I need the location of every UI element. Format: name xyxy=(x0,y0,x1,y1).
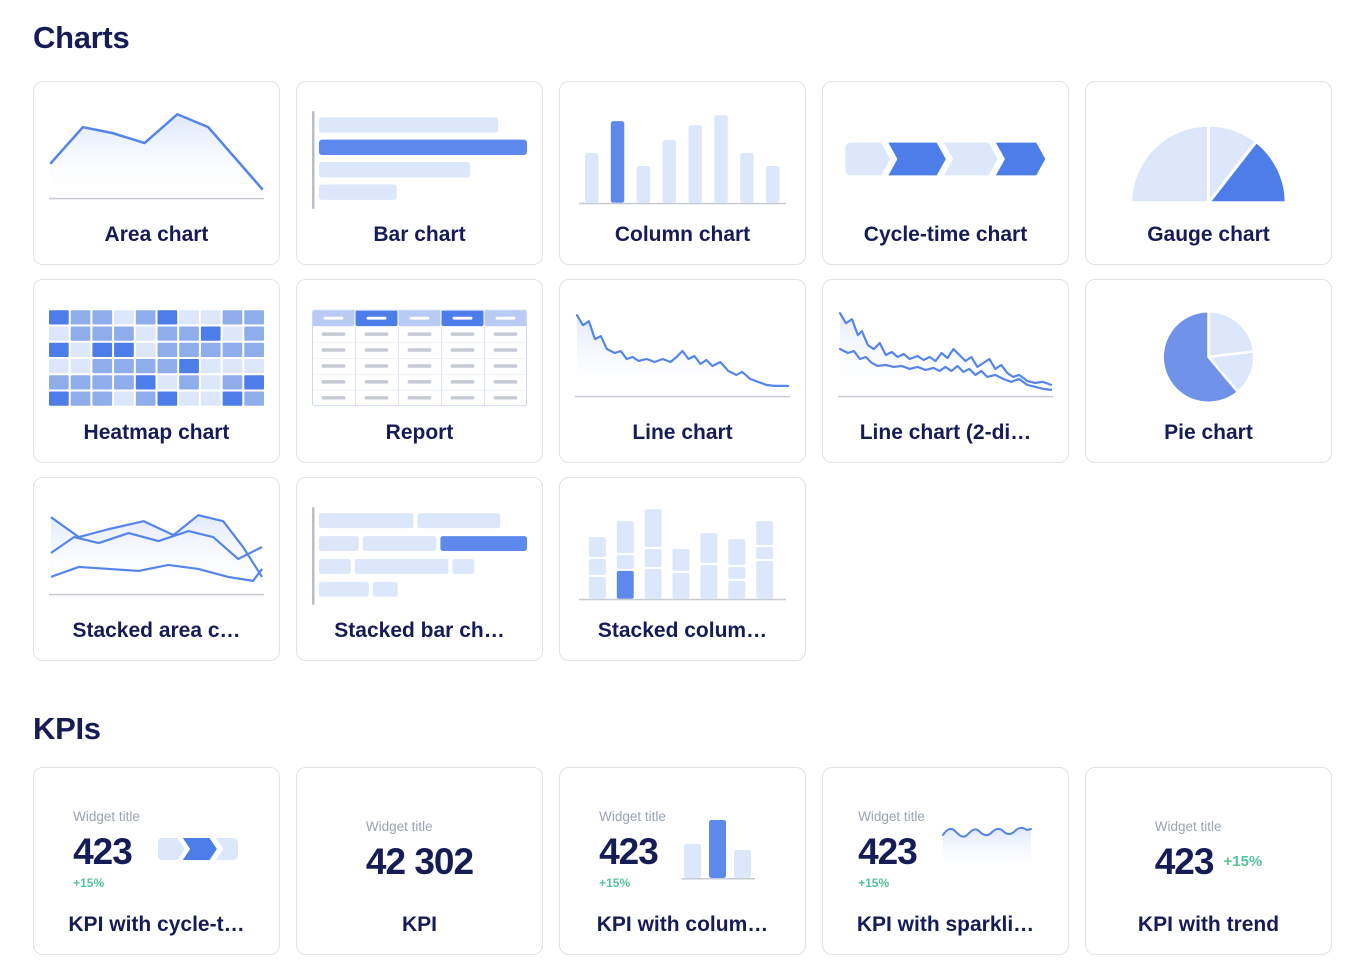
widget-card-label: Heatmap chart xyxy=(83,420,230,444)
widget-card-label: Gauge chart xyxy=(1147,222,1270,246)
line-chart-2dim-thumbnail-icon xyxy=(838,295,1053,421)
widget-card-label: KPI with sparkli… xyxy=(856,912,1035,936)
widget-card-kpi[interactable]: Widget title 42 302 KPI xyxy=(296,767,543,955)
kpi-value: 423 xyxy=(73,830,133,872)
widget-card-gauge-chart[interactable]: Gauge chart xyxy=(1085,81,1332,265)
bar-chart-thumbnail-icon xyxy=(312,97,527,223)
cycle-time-chart-thumbnail-icon xyxy=(838,97,1053,223)
kpi-widget-title: Widget title xyxy=(858,808,925,824)
widget-card-label: Stacked area c… xyxy=(72,618,241,642)
column-chart-thumbnail-icon xyxy=(575,97,790,223)
cycle-time-mini-icon xyxy=(155,836,240,863)
widget-card-label: Line chart xyxy=(632,420,733,444)
widget-card-label: Bar chart xyxy=(373,222,466,246)
widget-card-label: Area chart xyxy=(104,222,209,246)
widget-card-pie-chart[interactable]: Pie chart xyxy=(1085,279,1332,463)
kpi-delta-badge: +15% xyxy=(599,875,631,890)
line-chart-thumbnail-icon xyxy=(575,295,790,421)
kpi-delta-badge: +15% xyxy=(858,875,890,890)
widget-card-label: KPI with colum… xyxy=(596,912,769,936)
kpi-value: 423 xyxy=(599,830,659,872)
sparkline-mini-icon xyxy=(941,821,1033,877)
widget-card-column-chart[interactable]: Column chart xyxy=(559,81,806,265)
widget-card-heatmap-chart[interactable]: Heatmap chart xyxy=(33,279,280,463)
widget-card-label: Stacked colum… xyxy=(597,618,768,642)
widget-card-stacked-bar-chart[interactable]: Stacked bar ch… xyxy=(296,477,543,661)
widget-card-label: KPI xyxy=(401,912,437,936)
kpi-delta-badge: +15% xyxy=(73,875,105,890)
widget-card-kpi-column[interactable]: Widget title 423 +15% KPI with colum… xyxy=(559,767,806,955)
widget-card-line-chart[interactable]: Line chart xyxy=(559,279,806,463)
kpi-value: 423 xyxy=(1154,840,1215,882)
kpi-widget-title: Widget title xyxy=(73,808,140,824)
widget-card-cycle-time-chart[interactable]: Cycle-time chart xyxy=(822,81,1069,265)
pie-chart-thumbnail-icon xyxy=(1101,295,1316,421)
widget-card-label: KPI with cycle-t… xyxy=(68,912,245,936)
kpi-delta-badge: +15% xyxy=(1223,852,1263,870)
heatmap-chart-thumbnail-icon xyxy=(49,295,264,421)
charts-section-title: Charts xyxy=(33,20,130,55)
kpi-widget-title: Widget title xyxy=(1154,818,1222,834)
kpis-section-title: KPIs xyxy=(33,711,101,746)
stacked-bar-chart-thumbnail-icon xyxy=(312,493,527,619)
kpi-value: 42 302 xyxy=(365,840,474,882)
widget-card-stacked-area-chart[interactable]: Stacked area c… xyxy=(33,477,280,661)
widget-card-label: Stacked bar ch… xyxy=(334,618,505,642)
widget-card-label: Line chart (2-di… xyxy=(859,420,1032,444)
widget-card-label: KPI with trend xyxy=(1137,912,1280,936)
stacked-column-chart-thumbnail-icon xyxy=(575,493,790,619)
widget-card-label: Cycle-time chart xyxy=(863,222,1028,246)
widget-card-area-chart[interactable]: Area chart xyxy=(33,81,280,265)
widget-card-kpi-trend[interactable]: Widget title 423 +15% KPI with trend xyxy=(1085,767,1332,955)
stacked-area-chart-thumbnail-icon xyxy=(49,493,264,619)
charts-grid: Area chart Bar chart xyxy=(33,81,1334,661)
kpi-widget-title: Widget title xyxy=(365,818,433,834)
widget-card-kpi-cycle-time[interactable]: Widget title 423 +15% KPI with cycle-t… xyxy=(33,767,280,955)
column-chart-mini-icon xyxy=(681,818,766,880)
widget-card-label: Pie chart xyxy=(1164,420,1253,444)
kpi-value: 423 xyxy=(858,830,918,872)
widget-card-bar-chart[interactable]: Bar chart xyxy=(296,81,543,265)
kpis-grid: Widget title 423 +15% KPI with cycle-t… xyxy=(33,767,1334,955)
widget-card-label: Column chart xyxy=(614,222,751,246)
widget-card-line-chart-2dim[interactable]: Line chart (2-di… xyxy=(822,279,1069,463)
kpi-widget-title: Widget title xyxy=(599,808,666,824)
widget-card-report[interactable]: Report xyxy=(296,279,543,463)
widget-card-stacked-column-chart[interactable]: Stacked colum… xyxy=(559,477,806,661)
area-chart-thumbnail-icon xyxy=(49,97,264,223)
report-thumbnail-icon xyxy=(312,295,527,421)
gauge-chart-thumbnail-icon xyxy=(1101,97,1316,223)
widget-card-label: Report xyxy=(385,420,454,444)
widget-card-kpi-sparkline[interactable]: Widget title 423 +15% xyxy=(822,767,1069,955)
